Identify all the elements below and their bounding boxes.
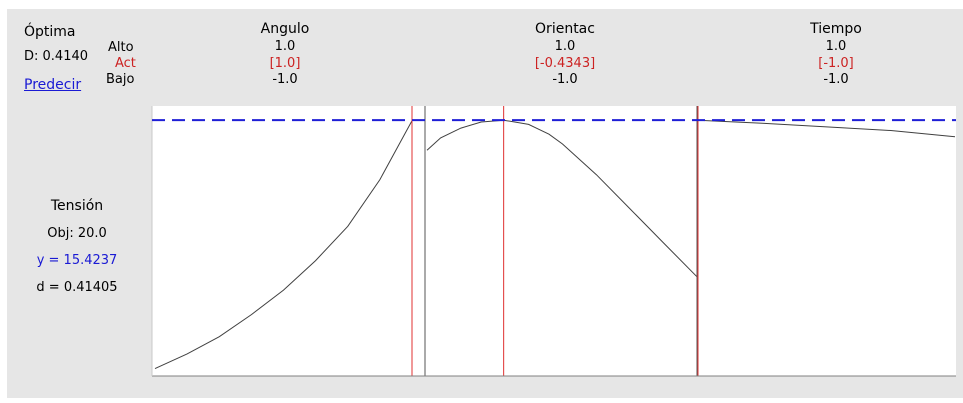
factor-name-angulo: Angulo — [260, 21, 310, 37]
response-curve-angulo — [154, 120, 413, 370]
optimal-title: Óptima — [24, 24, 76, 40]
factor-high-orientac: 1.0 — [554, 39, 576, 54]
factor-low-angulo: -1.0 — [272, 72, 298, 87]
composite-desirability: D: 0.4140 — [24, 49, 89, 64]
response-goal: Obj: 20.0 — [47, 226, 107, 241]
factor-current-tiempo[interactable]: [-1.0] — [818, 56, 854, 71]
factor-current-angulo[interactable]: [1.0] — [269, 56, 301, 71]
factor-high-tiempo: 1.0 — [825, 39, 847, 54]
plot-area — [152, 106, 956, 376]
response-curve-orientac — [426, 119, 699, 279]
factor-name-orientac: Orientac — [535, 21, 595, 37]
factor-current-orientac[interactable]: [-0.4343] — [534, 56, 596, 71]
factor-high-angulo: 1.0 — [274, 39, 296, 54]
factor-low-tiempo: -1.0 — [823, 72, 849, 87]
response-curve-tiempo — [697, 119, 956, 138]
current-label: Act — [115, 56, 136, 71]
response-name: Tensión — [50, 198, 104, 214]
factor-low-orientac: -1.0 — [552, 72, 578, 87]
factor-name-tiempo: Tiempo — [810, 21, 862, 37]
predict-link[interactable]: Predecir — [24, 77, 82, 93]
low-label: Bajo — [106, 72, 135, 87]
predicted-response: y = 15.4237 — [36, 253, 118, 268]
response-desirability: d = 0.41405 — [36, 280, 118, 295]
high-label: Alto — [108, 40, 134, 55]
